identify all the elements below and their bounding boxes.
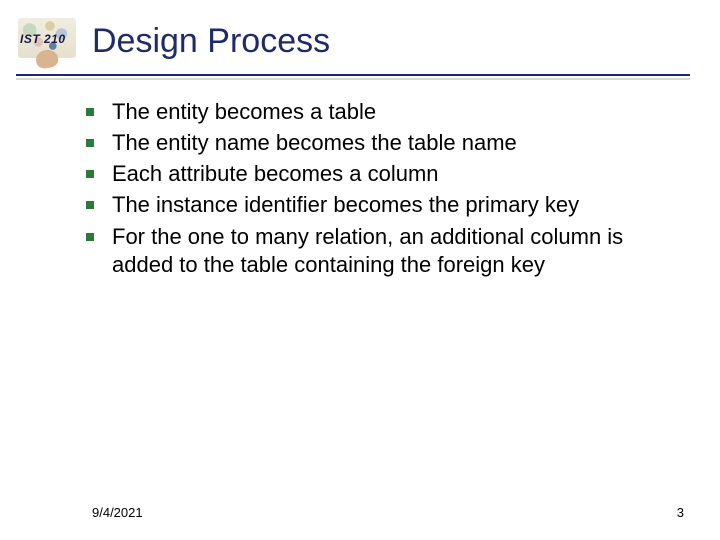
- slide-title: Design Process: [92, 18, 330, 61]
- bullet-list: The entity becomes a table The entity na…: [112, 98, 672, 279]
- slide-header: IST 210 Design Process: [0, 0, 720, 70]
- bullet-item: Each attribute becomes a column: [112, 160, 672, 188]
- footer-date: 9/4/2021: [92, 505, 143, 520]
- logo-label: IST 210: [20, 32, 66, 46]
- title-underline: [16, 74, 690, 76]
- bullet-item: For the one to many relation, an additio…: [112, 223, 672, 279]
- slide-footer: 9/4/2021 3: [0, 505, 720, 520]
- bullet-item: The instance identifier becomes the prim…: [112, 191, 672, 219]
- bullet-item: The entity name becomes the table name: [112, 129, 672, 157]
- footer-page-number: 3: [677, 505, 684, 520]
- bullet-item: The entity becomes a table: [112, 98, 672, 126]
- slide-body: The entity becomes a table The entity na…: [0, 76, 720, 279]
- course-logo: IST 210: [18, 18, 78, 70]
